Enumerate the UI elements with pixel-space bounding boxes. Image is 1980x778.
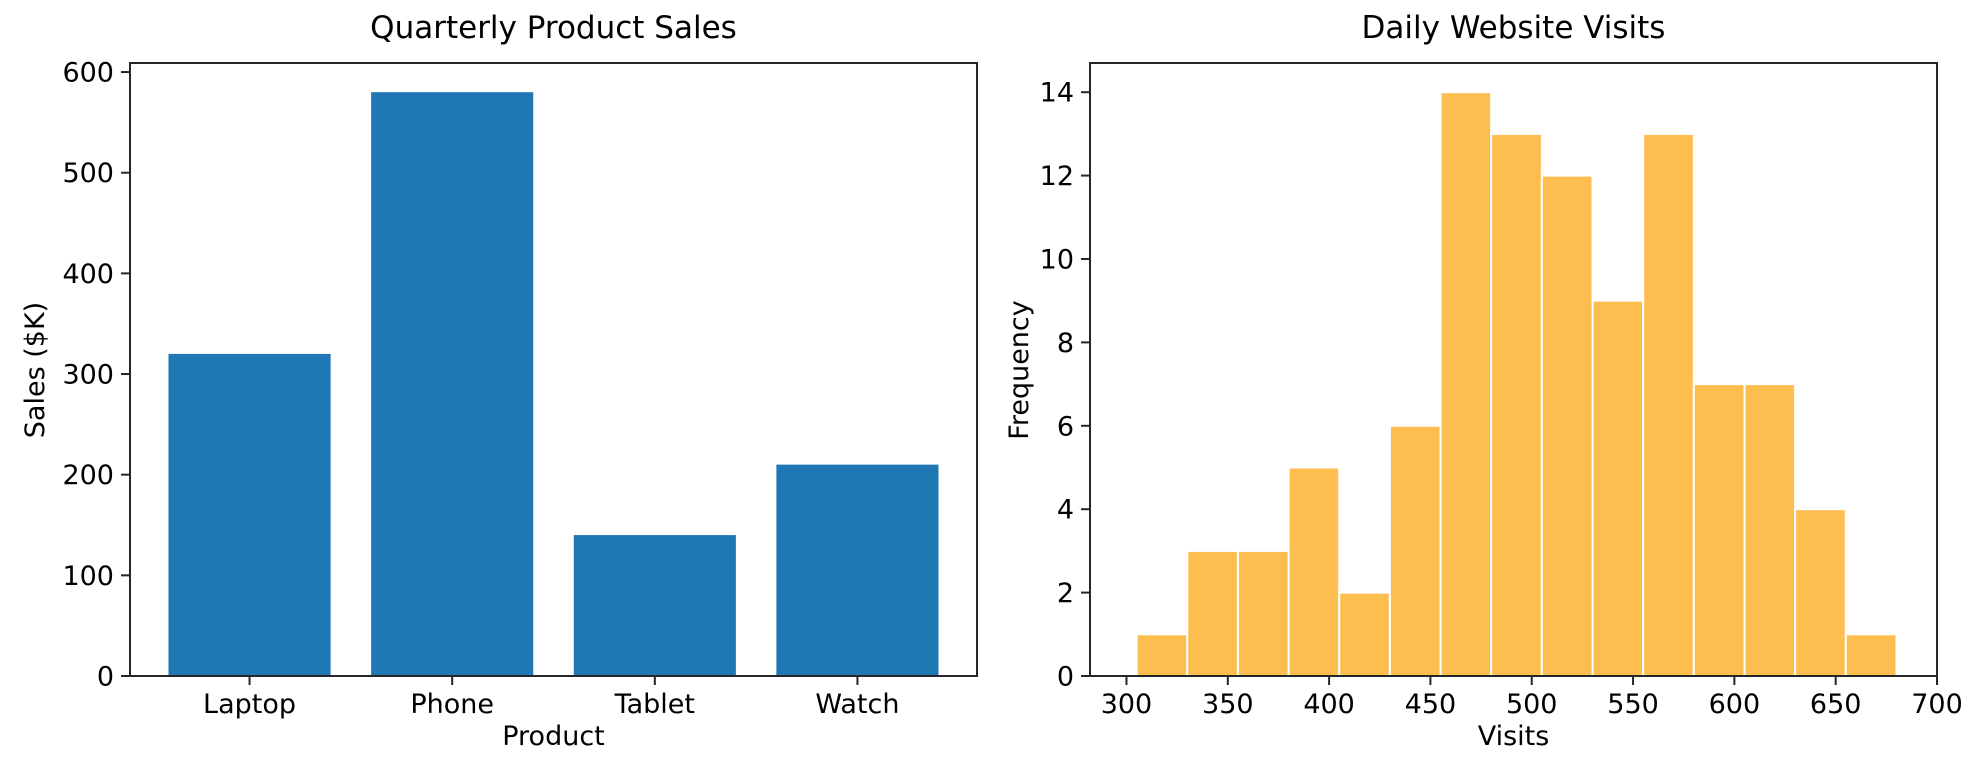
hist-bar (1591, 299, 1645, 677)
hist-bar (1287, 466, 1341, 678)
x-tick-label: 550 (1607, 689, 1659, 720)
x-tick-label: 400 (1303, 689, 1355, 720)
y-tick-label: 10 (1040, 244, 1074, 275)
x-tick-label: 600 (1709, 689, 1761, 720)
bar-laptop (168, 353, 331, 676)
hist-bar (1794, 508, 1847, 677)
y-tick-label: 400 (62, 259, 114, 290)
hist-bar (1388, 424, 1442, 678)
hist-bar (1743, 383, 1797, 677)
y-tick-label: 4 (1057, 495, 1074, 526)
y-tick-label: 6 (1057, 411, 1074, 442)
x-tick-label: 450 (1405, 689, 1457, 720)
axes-frame (129, 62, 978, 677)
hist-bar (1236, 549, 1290, 677)
axes-frame (1089, 62, 1938, 677)
x-tick-label: Phone (410, 689, 494, 720)
x-axis-label: Product (502, 721, 605, 752)
x-tick-label: Laptop (203, 689, 296, 720)
chart-daily-website-visits: Daily Website Visits Frequency 0 2 4 6 8 10 12… (990, 0, 1980, 778)
hist-bar (1642, 132, 1695, 677)
chart-title: Quarterly Product Sales (370, 10, 737, 46)
y-tick-label: 8 (1057, 328, 1074, 359)
bar-tablet (573, 535, 736, 676)
chart-quarterly-product-sales: Quarterly Product Sales Sales ($K) 0 100 2… (20, 10, 978, 752)
y-tick-label: 600 (62, 58, 114, 89)
x-tick-label: Tablet (614, 689, 695, 720)
hist-bar (1540, 174, 1594, 678)
bar-watch (776, 464, 939, 676)
y-tick-label: 0 (97, 662, 114, 693)
y-tick-label: 500 (62, 158, 114, 189)
hist-bar (1439, 91, 1493, 677)
y-tick-label: 200 (62, 460, 114, 491)
histogram-plot: 0 2 4 6 8 10 12 14 300 350 400 450 500 550 600 650 700 (1040, 62, 1963, 720)
x-tick-label: 500 (1506, 689, 1558, 720)
y-tick-label: 100 (62, 561, 114, 592)
hist-bar (1844, 633, 1898, 677)
x-axis-label: Visits (1477, 721, 1550, 752)
bar-chart-plot: 0 100 200 300 400 500 600 Laptop Phone Tablet Watc… (62, 58, 978, 720)
y-tick-label: 300 (62, 360, 114, 391)
hist-bar (1135, 633, 1189, 677)
y-tick-label: 12 (1040, 161, 1074, 192)
y-tick-label: 14 (1040, 78, 1074, 109)
x-tick-label: 700 (1911, 689, 1963, 720)
hist-bar (1692, 383, 1746, 677)
y-tick-label: 0 (1057, 662, 1074, 693)
x-tick-label: 650 (1810, 689, 1862, 720)
chart-title: Daily Website Visits (1361, 10, 1666, 46)
hist-bar (1338, 591, 1391, 677)
bar-phone (371, 92, 534, 676)
hist-bar (1186, 549, 1239, 677)
hist-bar (1490, 132, 1543, 677)
x-tick-label: 350 (1202, 689, 1254, 720)
x-tick-label: Watch (815, 689, 899, 720)
x-tick-label: 300 (1101, 689, 1153, 720)
y-tick-label: 2 (1057, 578, 1074, 609)
